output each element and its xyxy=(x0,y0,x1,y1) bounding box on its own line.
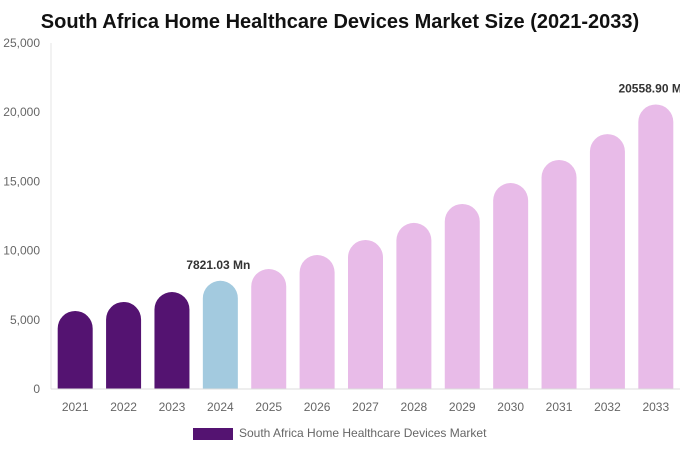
y-tick-label: 0 xyxy=(33,382,40,396)
bar-2026[interactable] xyxy=(299,255,335,389)
y-tick-label: 20,000 xyxy=(3,105,40,119)
data-label-2024: 7821.03 Mn xyxy=(186,258,250,272)
bar-2028[interactable] xyxy=(396,222,432,389)
y-tick-label: 5,000 xyxy=(10,313,40,327)
legend-swatch xyxy=(193,428,233,440)
bar-2027[interactable] xyxy=(348,239,383,389)
bar-2033[interactable] xyxy=(638,104,674,390)
bars xyxy=(57,104,674,390)
bar-2022[interactable] xyxy=(106,301,142,389)
x-tick-label: 2030 xyxy=(497,400,524,414)
bar-2024[interactable] xyxy=(202,280,238,389)
chart-title: South Africa Home Healthcare Devices Mar… xyxy=(41,11,639,33)
y-axis: 0 5,000 10,000 15,000 20,000 25,000 xyxy=(3,36,52,396)
x-axis: 2021 2022 2023 2024 2025 2026 2027 2028 2029 2030… xyxy=(51,388,680,414)
bar-2025[interactable] xyxy=(251,269,287,389)
x-tick-label: 2027 xyxy=(352,400,379,414)
y-tick-label: 15,000 xyxy=(3,174,40,188)
data-labels: 7821.03 Mn 20558.90 Mn xyxy=(186,81,680,271)
x-tick-label: 2032 xyxy=(594,400,621,414)
bar-2030[interactable] xyxy=(493,183,529,389)
x-tick-label: 2028 xyxy=(401,400,428,414)
x-tick-label: 2033 xyxy=(642,400,669,414)
bar-2031[interactable] xyxy=(541,159,577,389)
x-tick-label: 2021 xyxy=(62,400,89,414)
x-tick-label: 2025 xyxy=(255,400,282,414)
bar-2029[interactable] xyxy=(444,203,480,389)
legend[interactable]: South Africa Home Healthcare Devices Mar… xyxy=(193,426,487,440)
y-tick-label: 10,000 xyxy=(3,244,40,258)
x-tick-label: 2026 xyxy=(304,400,331,414)
data-label-2033: 20558.90 Mn xyxy=(618,81,680,95)
x-tick-label: 2023 xyxy=(159,400,186,414)
x-tick-label: 2029 xyxy=(449,400,476,414)
bar-2032[interactable] xyxy=(589,134,625,389)
x-tick-label: 2031 xyxy=(546,400,573,414)
bar-2021[interactable] xyxy=(57,310,93,389)
y-tick-label: 25,000 xyxy=(3,36,40,50)
legend-label: South Africa Home Healthcare Devices Mar… xyxy=(239,426,487,440)
x-tick-label: 2024 xyxy=(207,400,234,414)
bar-2023[interactable] xyxy=(154,291,190,389)
x-tick-label: 2022 xyxy=(110,400,137,414)
